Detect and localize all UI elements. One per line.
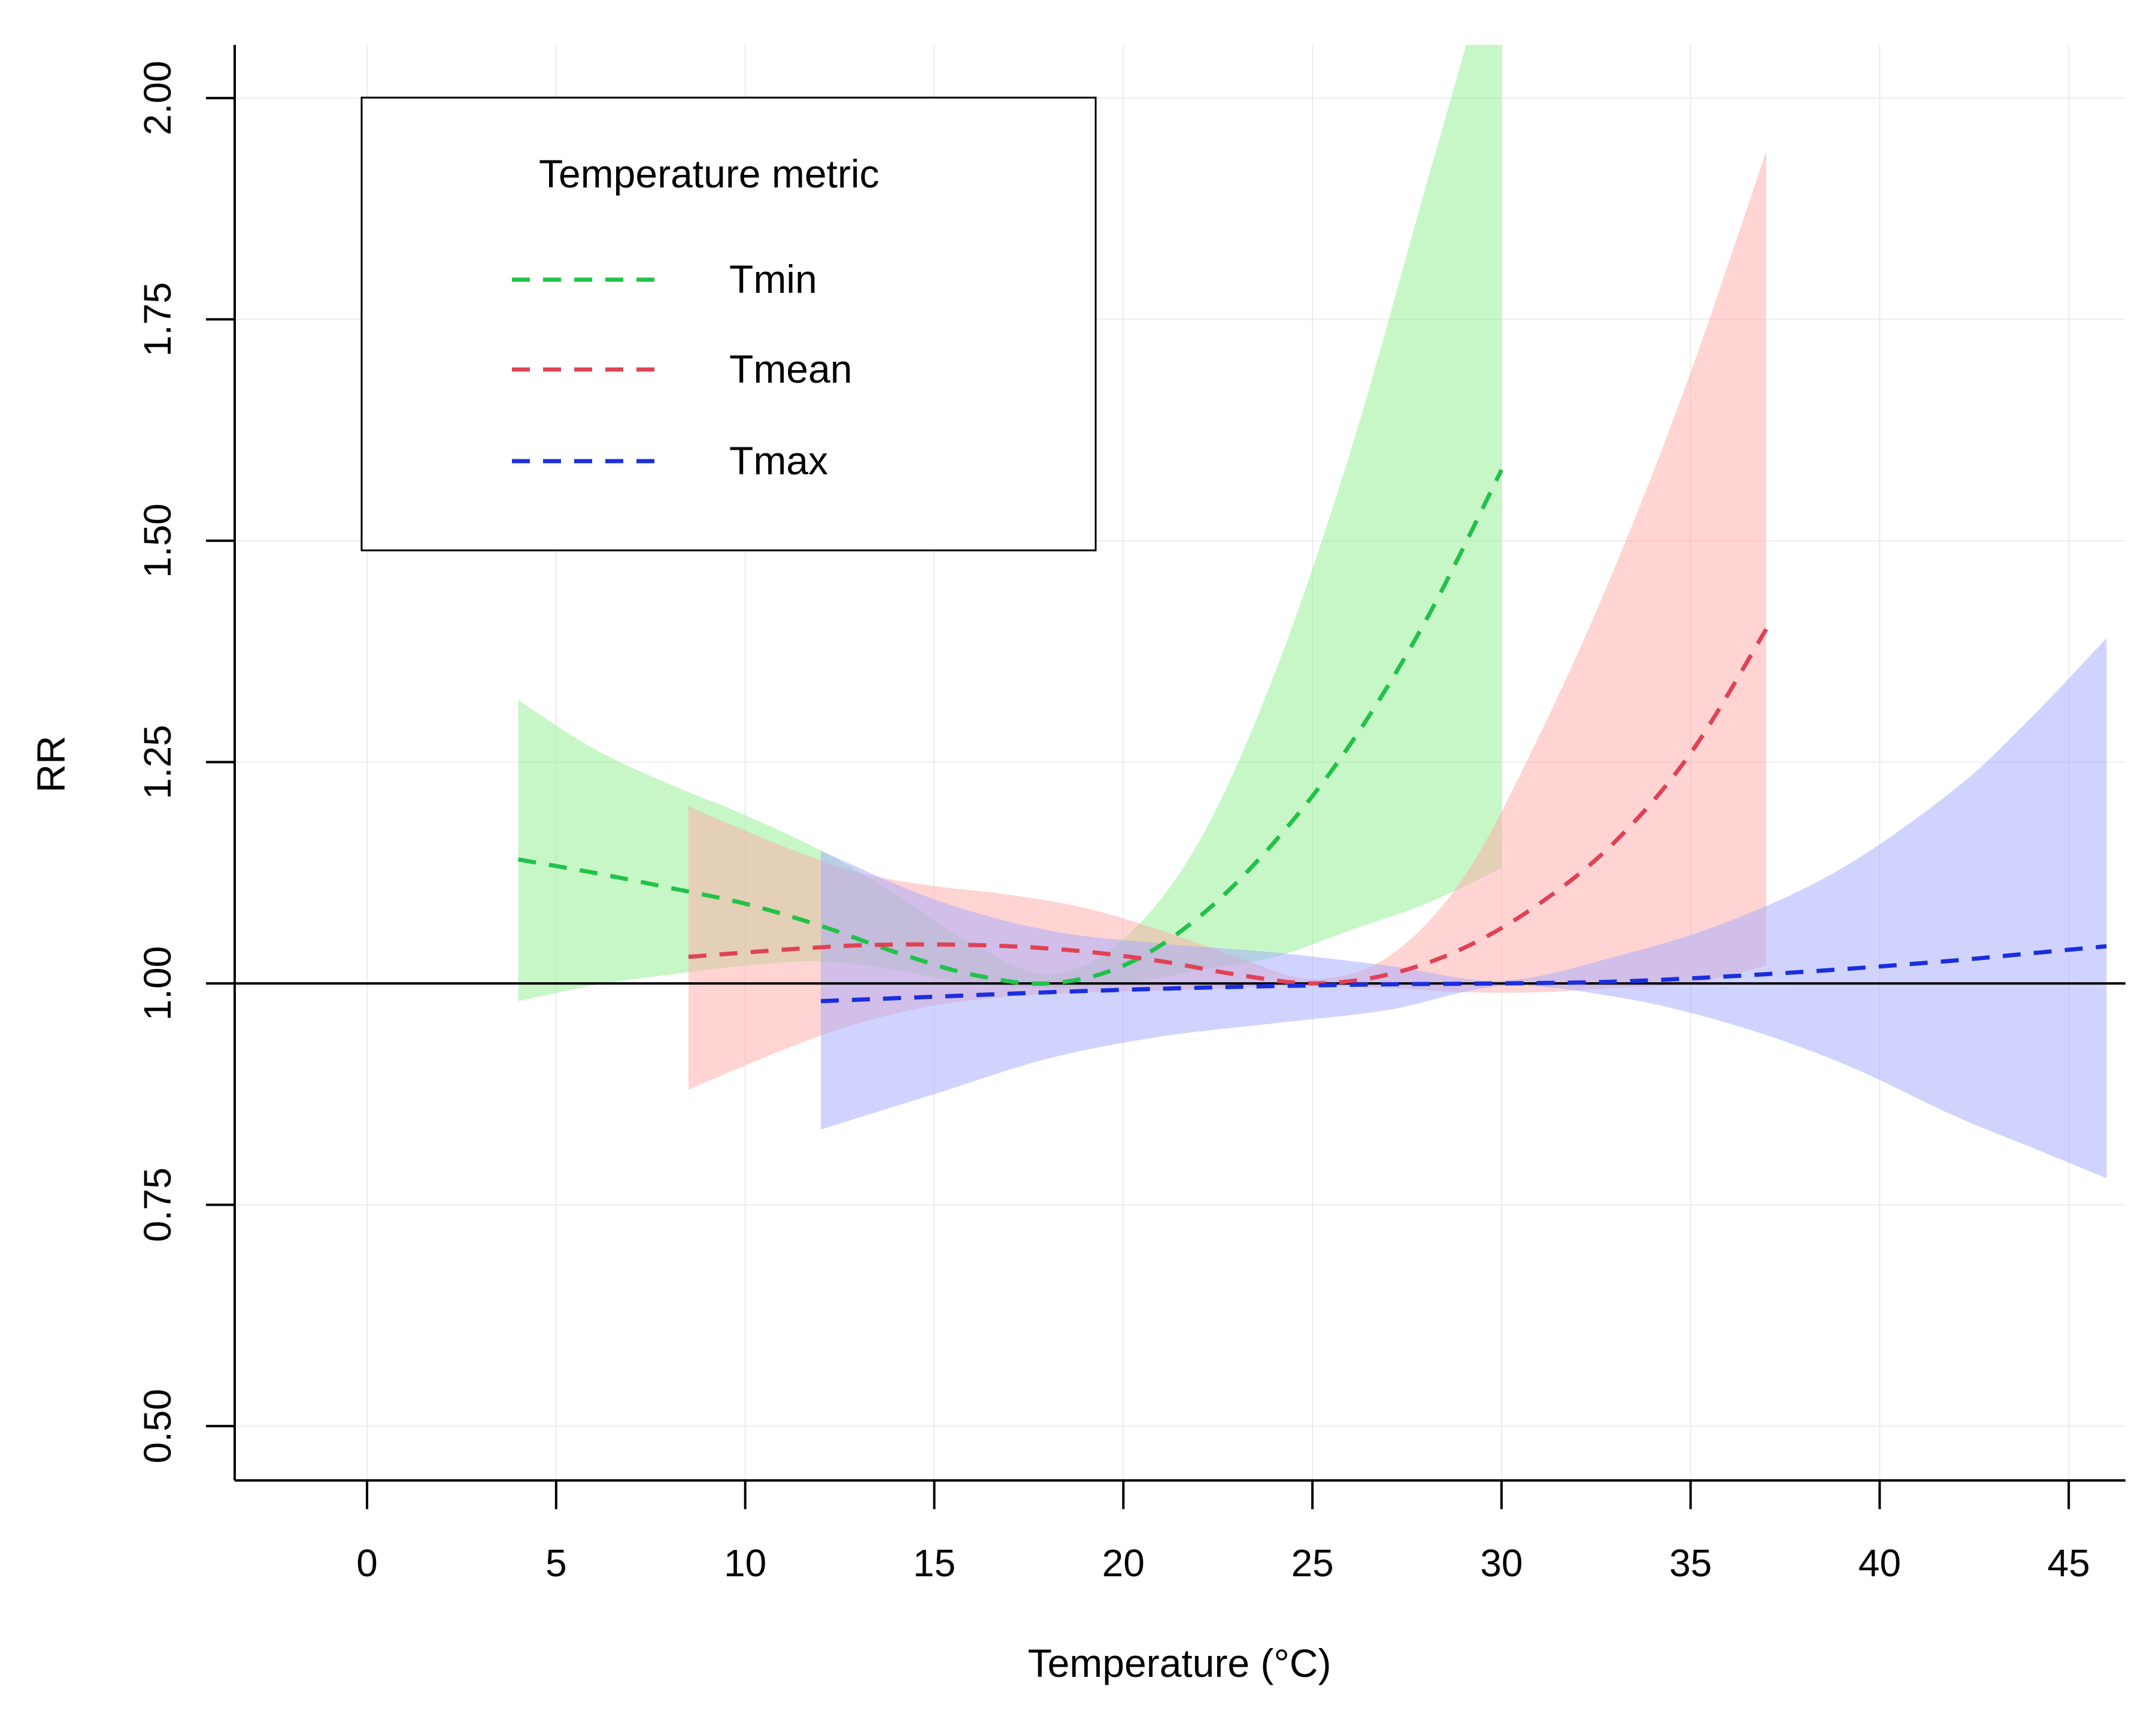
line-tmin [518, 469, 1504, 986]
legend-label-tmax: Tmax [729, 438, 828, 483]
y-tick-label-0.75: 0.75 [136, 1167, 179, 1242]
legend: Temperature metric Tmin Tmean Tmax [360, 96, 1097, 552]
x-tick-label-30: 30 [1480, 1542, 1523, 1585]
legend-label-tmin: Tmin [729, 257, 817, 301]
series-lines [518, 469, 2107, 1004]
y-tick-label-2.00: 2.00 [136, 60, 179, 135]
y-axis-ticks: 0.50 0.75 1.00 1.25 1.50 1.75 2.00 [136, 60, 235, 1464]
y-tick-label-1.50: 1.50 [136, 504, 179, 579]
line-tmean [688, 628, 1768, 986]
y-tick-label-1.25: 1.25 [136, 725, 179, 800]
y-tick-label-1.00: 1.00 [136, 946, 179, 1021]
legend-items: Tmin Tmean Tmax [512, 257, 852, 483]
x-axis-ticks: 0 5 10 15 20 25 30 35 40 45 [356, 1480, 2090, 1585]
x-tick-label-45: 45 [2048, 1542, 2090, 1585]
band-tmax [821, 638, 2107, 1179]
x-tick-label-20: 20 [1102, 1542, 1145, 1585]
legend-box [360, 96, 1097, 552]
y-tick-label-1.75: 1.75 [136, 282, 179, 357]
confidence-bands [518, 45, 2107, 1179]
x-tick-label-0: 0 [356, 1542, 378, 1585]
x-axis-title: Temperature (°C) [1028, 1641, 1332, 1685]
x-tick-label-5: 5 [545, 1542, 567, 1585]
legend-title: Temperature metric [539, 152, 880, 196]
band-tmin [518, 45, 1502, 1001]
y-axis-title: RR [29, 735, 73, 792]
x-tick-label-10: 10 [724, 1542, 766, 1585]
x-tick-label-35: 35 [1669, 1542, 1712, 1585]
x-tick-label-40: 40 [1858, 1542, 1901, 1585]
line-tmax [820, 944, 2107, 1004]
legend-label-tmean: Tmean [729, 347, 852, 391]
x-tick-label-25: 25 [1291, 1542, 1333, 1585]
y-tick-label-0.50: 0.50 [136, 1389, 179, 1464]
band-tmean [688, 151, 1766, 1090]
x-tick-label-15: 15 [913, 1542, 956, 1585]
